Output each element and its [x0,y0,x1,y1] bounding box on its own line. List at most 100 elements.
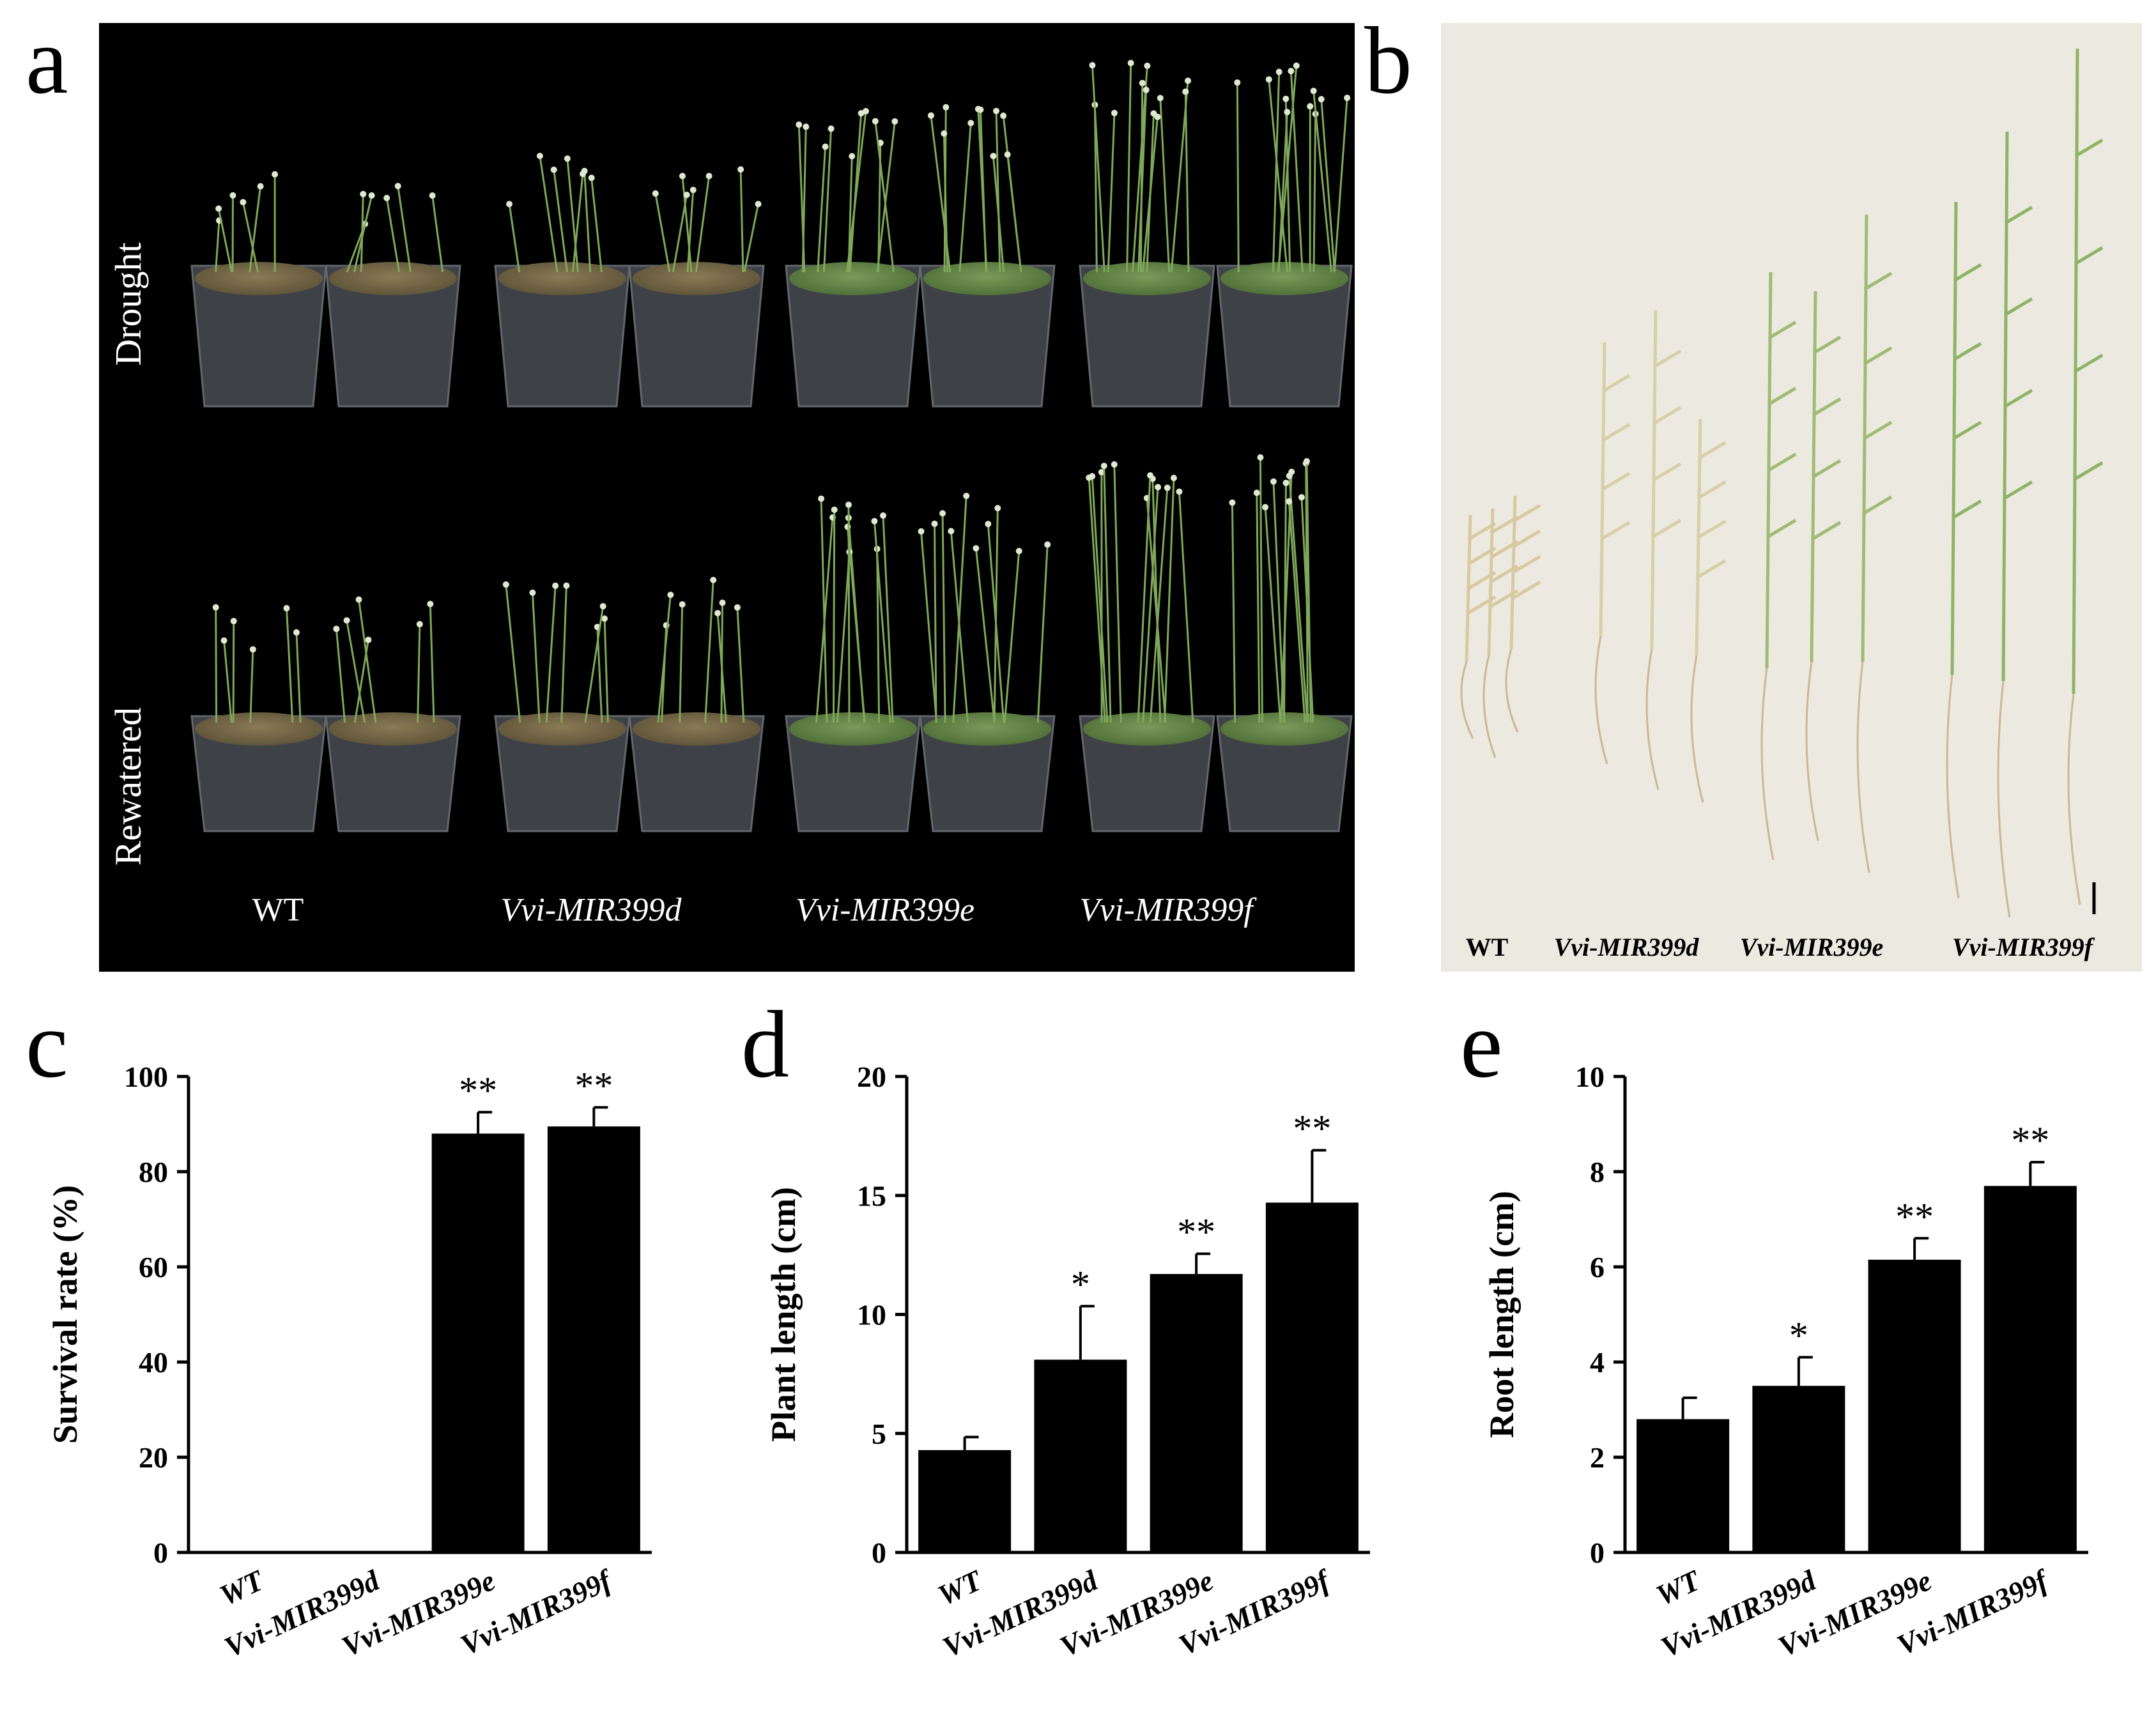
stem [1093,105,1098,273]
flower [293,629,300,636]
pot-group [190,59,1353,832]
stem [686,190,695,273]
flower [1229,499,1236,506]
y-tick-label: 10 [857,1299,886,1331]
stem [1277,112,1288,273]
stem [995,111,1001,273]
seedling-leaf [1812,397,1842,417]
y-tick-label: 5 [872,1418,886,1450]
flower [931,520,938,527]
flower [394,183,401,190]
flower [1185,77,1192,84]
flower [755,201,762,208]
flower [977,106,984,113]
stem [215,220,220,273]
flower [828,125,835,132]
y-tick-label: 20 [139,1441,168,1474]
flower [215,205,222,212]
stem [1006,154,1022,273]
flower [1176,488,1183,495]
panel-letter-d: d [741,992,789,1098]
flower [599,602,606,609]
seedling-leaf [1767,387,1797,406]
flower [1164,484,1171,491]
stem [832,509,836,723]
stem [882,515,894,723]
flower [689,187,697,194]
stem [545,585,557,723]
stem [1283,482,1287,723]
stem [505,584,521,723]
flower [333,625,340,632]
seedling-leaf [1512,580,1541,600]
seedling-leaf [1812,459,1842,479]
flower [1275,68,1282,75]
stem [934,523,937,723]
flower [679,172,686,180]
seedling-leaf [1652,462,1682,482]
flower [1139,79,1146,86]
stem [847,156,853,273]
stem [223,640,233,723]
stem [1137,89,1148,273]
flower [1288,68,1295,75]
y-tick-label: 60 [139,1251,168,1283]
rosette [1083,712,1211,746]
stem [920,531,938,723]
stem [1164,478,1175,723]
seedling-leaf [1812,521,1842,540]
stem [249,649,254,723]
seedling-leaf [1512,529,1541,549]
y-axis-label: Plant length (cm) [764,1187,803,1442]
flower [918,528,925,535]
seedling-leaf [1863,272,1893,291]
flower [416,621,423,628]
seedling-photo: WT Vvi-MIR399d Vvi-MIR399e Vvi-MIR399f [1441,23,2142,972]
stem [249,186,262,273]
stem [1272,481,1285,723]
stem [553,169,569,273]
stem [1107,112,1116,273]
y-tick-label: 10 [1575,1061,1605,1093]
stem [571,174,584,273]
stem [417,624,421,723]
flower [1182,88,1189,95]
stem [849,113,863,273]
significance-marker: ** [1895,1195,1934,1237]
bar [918,1450,1012,1552]
flower [818,495,825,502]
flower [601,615,608,622]
stem [1290,71,1304,273]
seedling-root [1460,661,1474,739]
flower [343,617,350,624]
genotype-label-wt: WT [252,892,304,928]
seedling-leaf [1652,349,1682,369]
flower [844,523,851,530]
stem [974,548,996,723]
bar [1983,1186,2077,1552]
flower [849,153,856,160]
y-tick-label: 15 [857,1179,886,1212]
seedling-leaf [2004,297,2033,316]
stem [584,606,604,723]
stem [739,169,744,273]
seedling-root [1805,661,1819,841]
seedling-leaf [2074,139,2104,158]
significance-marker: ** [1293,1107,1331,1149]
seedling-leaf [1601,471,1631,491]
y-tick-label: 4 [1590,1346,1605,1379]
bar [431,1133,525,1552]
flower [429,192,436,199]
flower [272,171,279,178]
flower [220,637,227,644]
flower [943,103,950,111]
seedling-leaf [1652,406,1682,425]
flower [550,166,557,173]
flower [973,545,980,552]
flower [230,618,237,625]
photo-b-background [1441,23,2142,972]
seedling-leaf [1953,263,1982,282]
flower [1234,79,1241,86]
y-tick-label: 20 [857,1061,886,1093]
